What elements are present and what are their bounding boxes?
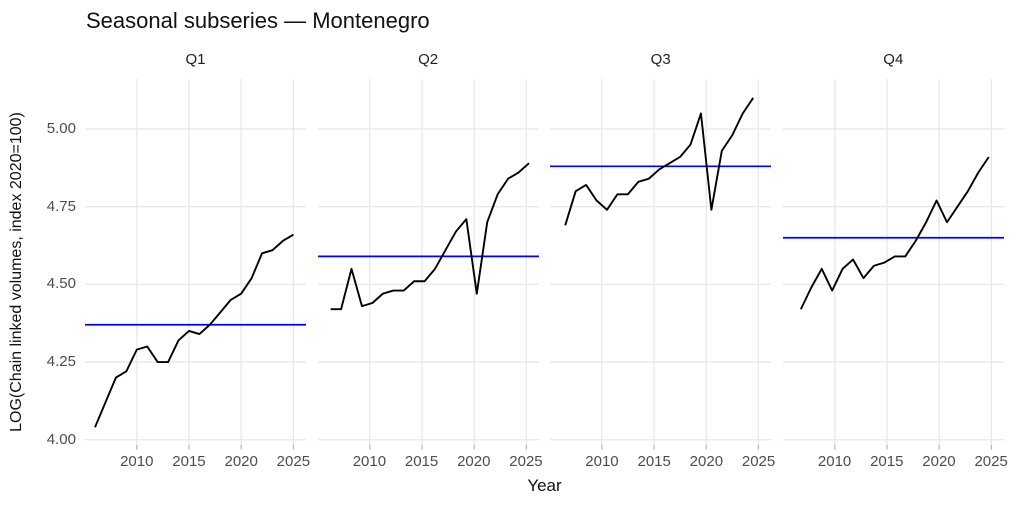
y-tick-label: 5.00 bbox=[46, 120, 76, 138]
panel-strip-label: Q3 bbox=[650, 51, 671, 68]
x-tick-label: 2015 bbox=[404, 453, 439, 470]
x-tick-label: 2010 bbox=[817, 453, 852, 470]
series-line bbox=[799, 156, 990, 310]
x-tick-label: 2010 bbox=[352, 453, 387, 470]
x-tick-label: 2025 bbox=[974, 453, 1008, 470]
x-tick-label: 2020 bbox=[922, 453, 956, 470]
panel-strip-label: Q2 bbox=[418, 51, 439, 68]
x-tick-label: 2025 bbox=[509, 453, 543, 470]
chart-panel-q2 bbox=[317, 79, 539, 450]
x-tick-label: 2015 bbox=[637, 453, 671, 470]
chart-panel-q3 bbox=[550, 79, 772, 450]
chart-panel-q4 bbox=[782, 79, 1004, 450]
panel-strip-label: Q4 bbox=[883, 51, 904, 68]
chart-panel-q1 bbox=[85, 79, 306, 450]
x-tick-label: 2020 bbox=[689, 453, 724, 470]
series-line bbox=[564, 97, 755, 226]
series-line bbox=[94, 233, 294, 428]
series-line bbox=[330, 162, 530, 311]
chart-title: Seasonal subseries — Montenegro bbox=[86, 8, 430, 33]
x-tick-label: 2010 bbox=[585, 453, 619, 470]
y-tick-label: 4.75 bbox=[46, 197, 76, 215]
y-axis-title: LOG(Chain linked volumes, index 2020=100… bbox=[8, 112, 25, 432]
y-tick-label: 4.00 bbox=[46, 430, 76, 448]
x-tick-label: 2020 bbox=[457, 453, 491, 470]
x-tick-label: 2015 bbox=[870, 453, 904, 470]
x-tick-label: 2025 bbox=[741, 453, 776, 470]
x-tick-label: 2010 bbox=[120, 453, 154, 470]
y-tick-label: 4.50 bbox=[46, 275, 76, 293]
x-tick-label: 2020 bbox=[224, 453, 258, 470]
x-axis-title: Year bbox=[527, 476, 562, 495]
x-tick-label: 2025 bbox=[276, 453, 311, 470]
panel-strip-label: Q1 bbox=[185, 51, 206, 68]
x-tick-label: 2015 bbox=[172, 453, 206, 470]
y-tick-label: 4.25 bbox=[46, 353, 76, 371]
